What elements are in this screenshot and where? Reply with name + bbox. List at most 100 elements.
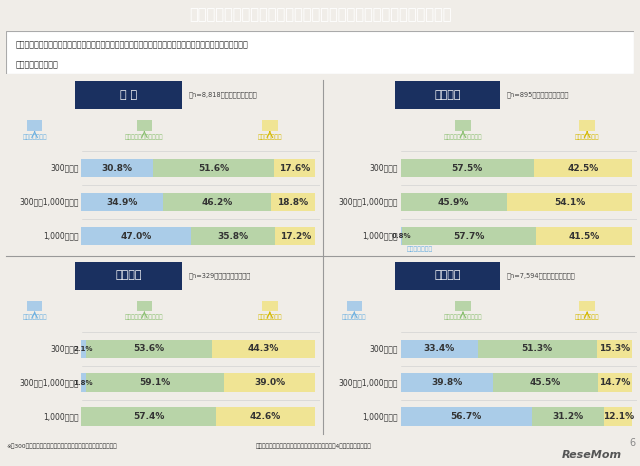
Bar xyxy=(395,262,500,289)
Text: （n=7,594テスト・単数回答）: （n=7,594テスト・単数回答） xyxy=(506,272,575,279)
Text: 300人～1,000人未満: 300人～1,000人未満 xyxy=(19,198,79,207)
Bar xyxy=(271,193,315,212)
Bar xyxy=(86,373,224,392)
Bar xyxy=(76,262,182,289)
Text: 全 体: 全 体 xyxy=(120,90,137,100)
Text: （n=8,818テスト・単数回答）: （n=8,818テスト・単数回答） xyxy=(188,91,257,98)
Text: 個別学力検査における記述式問題等の出題状況（国公私・規模別）: 個別学力検査における記述式問題等の出題状況（国公私・規模別） xyxy=(189,7,451,22)
Text: 300人未満: 300人未満 xyxy=(51,344,79,353)
Text: 記述式問題のみ: 記述式問題のみ xyxy=(257,134,282,140)
Bar xyxy=(76,81,182,109)
Bar xyxy=(598,373,632,392)
Bar xyxy=(347,301,362,311)
Bar xyxy=(81,227,191,246)
Bar xyxy=(224,373,315,392)
Bar xyxy=(401,340,478,358)
Bar xyxy=(507,193,632,212)
Bar xyxy=(401,373,493,392)
Text: （n=895テスト・単数回答）: （n=895テスト・単数回答） xyxy=(506,91,569,98)
Bar xyxy=(478,340,596,358)
Text: 客観式問題＋記述式問題: 客観式問題＋記述式問題 xyxy=(125,134,164,140)
Text: 客観式問題＋記述式問題: 客観式問題＋記述式問題 xyxy=(444,134,482,140)
Text: 44.3%: 44.3% xyxy=(248,344,279,353)
Bar xyxy=(27,120,42,131)
Bar xyxy=(536,227,632,246)
Bar xyxy=(216,407,316,426)
Bar xyxy=(455,301,471,311)
Bar xyxy=(136,120,152,131)
Bar xyxy=(191,227,275,246)
Text: 47.0%: 47.0% xyxy=(121,232,152,240)
Bar xyxy=(493,373,598,392)
Text: 31.2%: 31.2% xyxy=(552,412,584,421)
Text: 57.4%: 57.4% xyxy=(132,412,164,421)
Text: 300人～1,000人未満: 300人～1,000人未満 xyxy=(339,378,398,387)
Text: 私立大学: 私立大学 xyxy=(434,270,461,280)
Text: 35.8%: 35.8% xyxy=(218,232,249,240)
Text: 客観式問題のみ: 客観式問題のみ xyxy=(22,315,47,321)
Text: 39.0%: 39.0% xyxy=(254,378,285,387)
Text: 【出典】文部科学省「大学入学者選抜における英語4技能評価及び記述式: 【出典】文部科学省「大学入学者選抜における英語4技能評価及び記述式 xyxy=(256,444,372,449)
Text: 2.1%: 2.1% xyxy=(74,346,93,352)
Text: 300人～1,000人未満: 300人～1,000人未満 xyxy=(19,378,79,387)
Text: 記述式問題のみ: 記述式問題のみ xyxy=(257,315,282,321)
Bar xyxy=(401,227,403,246)
Text: 記述式問題のみ: 記述式問題のみ xyxy=(575,134,600,140)
Text: 51.3%: 51.3% xyxy=(522,344,553,353)
Bar xyxy=(455,120,471,131)
Text: ReseMom: ReseMom xyxy=(562,451,622,460)
Bar xyxy=(163,193,271,212)
Bar xyxy=(81,340,86,358)
Bar xyxy=(534,159,632,178)
Text: 59.1%: 59.1% xyxy=(139,378,170,387)
Text: 42.6%: 42.6% xyxy=(250,412,281,421)
Text: 17.6%: 17.6% xyxy=(279,164,310,173)
Text: 53.6%: 53.6% xyxy=(133,344,164,353)
Bar xyxy=(262,301,278,311)
Bar xyxy=(532,407,604,426)
Text: 1.8%: 1.8% xyxy=(74,380,93,386)
Bar xyxy=(81,407,216,426)
Text: 客観式問題のみ: 客観式問題のみ xyxy=(342,315,367,321)
Bar xyxy=(154,159,274,178)
Text: 57.5%: 57.5% xyxy=(451,164,483,173)
Text: 14.7%: 14.7% xyxy=(600,378,631,387)
Text: 1,000人以上: 1,000人以上 xyxy=(44,232,79,240)
Bar xyxy=(604,407,632,426)
Bar xyxy=(275,227,316,246)
Text: 客観式問題＋記述式問題: 客観式問題＋記述式問題 xyxy=(444,315,482,321)
Bar xyxy=(395,81,500,109)
Bar xyxy=(81,159,154,178)
Text: （n=329テスト・単数回答）: （n=329テスト・単数回答） xyxy=(188,272,250,279)
Text: 42.5%: 42.5% xyxy=(567,164,598,173)
Text: 公立大学: 公立大学 xyxy=(115,270,142,280)
Text: 客観式問題のみ: 客観式問題のみ xyxy=(22,134,47,140)
Text: 15.3%: 15.3% xyxy=(599,344,630,353)
Text: 34.9%: 34.9% xyxy=(106,198,138,207)
Bar xyxy=(212,340,316,358)
Text: 45.5%: 45.5% xyxy=(530,378,561,387)
Text: 18.8%: 18.8% xyxy=(278,198,308,207)
Bar xyxy=(401,159,534,178)
Bar xyxy=(596,340,632,358)
Text: 300人未満: 300人未満 xyxy=(370,344,398,353)
Text: 1,000人以上: 1,000人以上 xyxy=(44,412,79,421)
Text: 57.7%: 57.7% xyxy=(454,232,485,240)
Text: 51.6%: 51.6% xyxy=(198,164,229,173)
Text: 客観式問題のみ: 客観式問題のみ xyxy=(406,247,433,253)
Text: 39.8%: 39.8% xyxy=(431,378,462,387)
Text: 6: 6 xyxy=(629,439,636,448)
Bar xyxy=(27,301,42,311)
Text: 記述式問題のみ: 記述式問題のみ xyxy=(575,315,600,321)
Text: 45.9%: 45.9% xyxy=(438,198,469,207)
Text: 12.1%: 12.1% xyxy=(603,412,634,421)
Text: 300人未満: 300人未満 xyxy=(370,164,398,173)
Bar xyxy=(579,301,595,311)
Text: 1,000人以上: 1,000人以上 xyxy=(363,412,398,421)
Bar xyxy=(401,407,532,426)
Text: 客観式問題＋記述式問題: 客観式問題＋記述式問題 xyxy=(125,315,164,321)
Text: 33.4%: 33.4% xyxy=(424,344,455,353)
Text: 1,000人以上: 1,000人以上 xyxy=(363,232,398,240)
Bar xyxy=(136,301,152,311)
Bar xyxy=(403,227,536,246)
